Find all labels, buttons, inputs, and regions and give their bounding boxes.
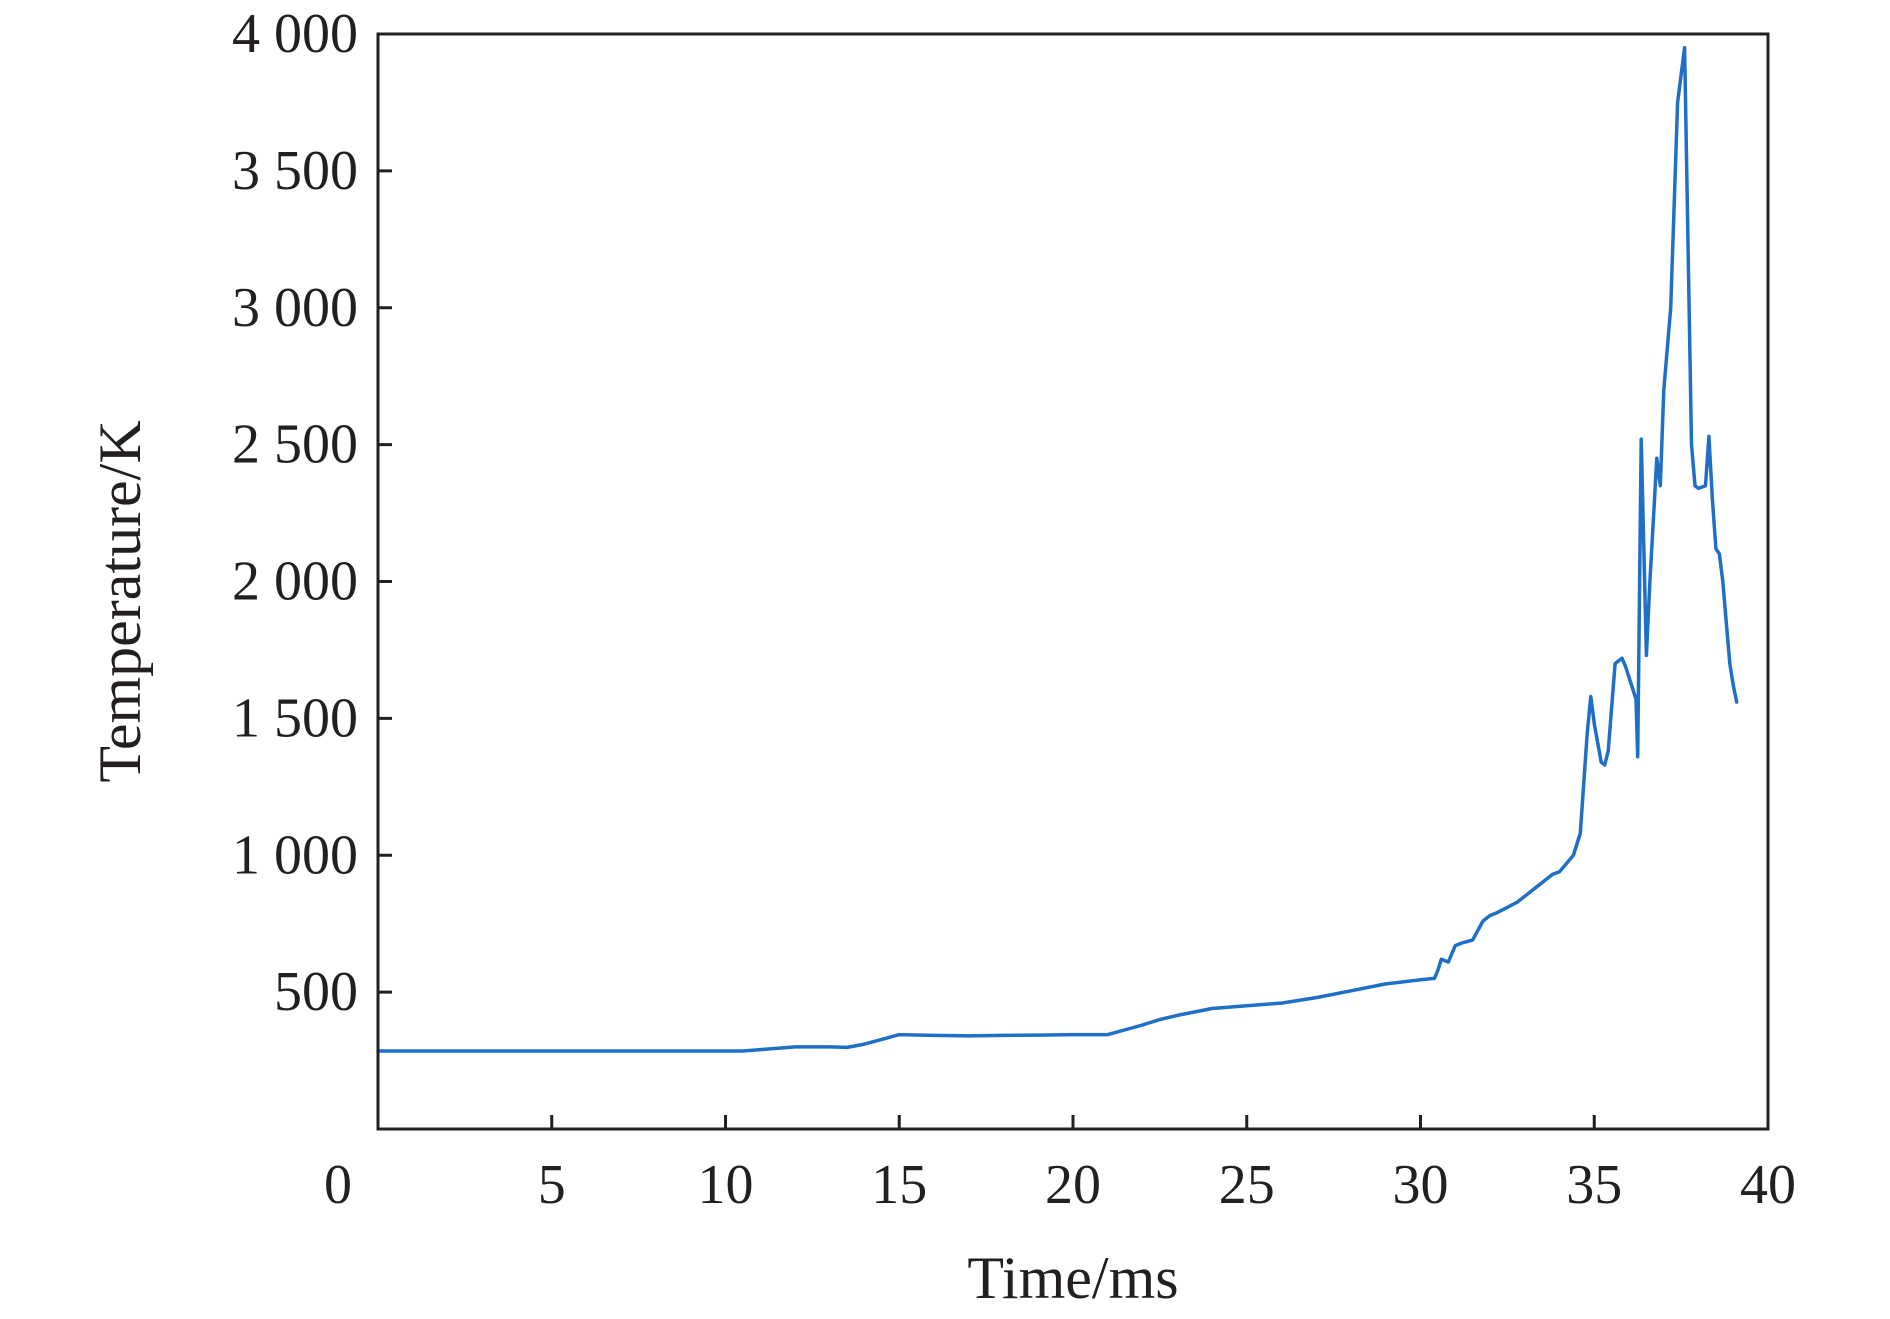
- y-tick-label: 1 000: [232, 824, 358, 886]
- plot-frame: [376, 32, 1770, 1131]
- x-tick-label: 35: [1566, 1154, 1622, 1216]
- y-tick-label: 1 500: [232, 687, 358, 749]
- x-tick-label: 25: [1219, 1154, 1275, 1216]
- x-tick-label: 0: [324, 1154, 352, 1216]
- x-tick-label: 30: [1393, 1154, 1449, 1216]
- axis-ticks: [378, 169, 1596, 1129]
- y-tick-label: 4 000: [232, 3, 358, 65]
- y-tick-label: 3 000: [232, 277, 358, 339]
- x-axis-title: Time/ms: [967, 1245, 1178, 1311]
- y-tick-label: 2 500: [232, 414, 358, 476]
- temperature-series-line: [376, 45, 1739, 1053]
- y-axis-title: Temperature/K: [87, 420, 153, 782]
- x-tick-label: 40: [1740, 1154, 1796, 1216]
- y-tick-label: 3 500: [232, 140, 358, 202]
- y-tick-label: 500: [274, 961, 358, 1023]
- x-tick-label: 10: [698, 1154, 754, 1216]
- y-tick-labels: 500 1 000 1 500 2 000 2 500 3 000 3 500 4 000: [232, 3, 358, 1023]
- y-tick-label: 2 000: [232, 551, 358, 613]
- x-tick-label: 15: [871, 1154, 927, 1216]
- x-tick-label: 5: [538, 1154, 566, 1216]
- x-tick-label: 20: [1045, 1154, 1101, 1216]
- x-tick-labels: 0 5 10 15 20 25 30 35 40: [324, 1154, 1796, 1216]
